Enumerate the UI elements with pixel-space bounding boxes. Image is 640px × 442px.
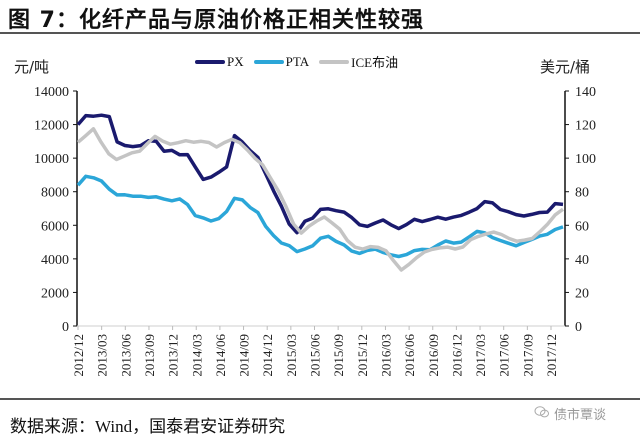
left-y-tick-label: 14000 bbox=[34, 85, 69, 100]
legend-label-pta: PTA bbox=[285, 53, 310, 69]
right-y-tick-label: 100 bbox=[575, 152, 596, 167]
left-y-tick-label: 4000 bbox=[41, 253, 69, 268]
x-tick-label: 2013/09 bbox=[142, 334, 157, 377]
legend-item-brent: ICE布油 bbox=[319, 52, 398, 71]
legend-item-px: PX bbox=[195, 54, 244, 70]
chart-title: 图 7：化纤产品与原油价格正相关性较强 bbox=[8, 8, 424, 33]
legend-item-pta: PTA bbox=[253, 53, 310, 70]
right-y-tick-label: 140 bbox=[575, 85, 596, 100]
left-y-tick-label: 0 bbox=[62, 320, 69, 335]
x-tick-label: 2015/09 bbox=[331, 334, 346, 377]
x-tick-label: 2014/09 bbox=[237, 334, 252, 377]
legend-label-brent: ICE布油 bbox=[351, 55, 399, 70]
watermark-text: 债市覃谈 bbox=[554, 408, 607, 423]
watermark: 债市覃谈 bbox=[534, 404, 606, 423]
x-tick-label: 2016/12 bbox=[449, 334, 464, 377]
series-line-pta bbox=[76, 174, 564, 259]
wechat-icon bbox=[534, 405, 550, 423]
chart-legend: PX PTA ICE布油 bbox=[195, 52, 408, 71]
x-tick-label: 2014/12 bbox=[260, 334, 275, 377]
data-source-note: 数据来源：Wind，国泰君安证券研究 bbox=[10, 417, 286, 436]
x-tick-label: 2015/03 bbox=[284, 334, 299, 377]
legend-label-px: PX bbox=[227, 53, 244, 69]
x-tick-label: 2016/03 bbox=[378, 334, 393, 377]
x-tick-label: 2017/12 bbox=[544, 334, 559, 377]
x-tick-label: 2013/06 bbox=[118, 334, 133, 377]
chart-axes: 0 2000 4000 6000 8000 10000 12000 14000 0 20 40 60 8… bbox=[34, 85, 596, 377]
right-y-tick-label: 20 bbox=[575, 286, 589, 301]
legend-swatch-brent bbox=[319, 59, 350, 64]
x-tick-label: 2014/06 bbox=[213, 334, 228, 377]
x-tick-label: 2016/06 bbox=[402, 334, 417, 377]
right-y-tick-label: 40 bbox=[575, 253, 589, 268]
x-tick-label: 2017/03 bbox=[473, 334, 488, 377]
right-y-tick-label: 0 bbox=[575, 320, 582, 335]
top-divider bbox=[0, 32, 640, 34]
right-axis-unit: 美元/桶 bbox=[540, 58, 591, 76]
x-tick-label: 2017/06 bbox=[497, 334, 512, 377]
x-tick-label: 2017/09 bbox=[520, 334, 535, 377]
x-tick-label: 2013/03 bbox=[95, 334, 110, 377]
chart-lines bbox=[76, 113, 565, 272]
left-y-tick-label: 12000 bbox=[34, 119, 69, 134]
x-tick-label: 2015/12 bbox=[355, 334, 370, 377]
right-y-tick-label: 120 bbox=[575, 119, 596, 134]
legend-swatch-pta bbox=[253, 59, 284, 64]
right-y-tick-label: 80 bbox=[575, 186, 589, 201]
x-tick-label: 2014/03 bbox=[189, 334, 204, 377]
left-y-tick-label: 8000 bbox=[41, 186, 69, 201]
bottom-divider bbox=[0, 398, 640, 400]
series-line-px bbox=[76, 113, 564, 235]
left-y-tick-label: 10000 bbox=[34, 152, 69, 167]
x-tick-label: 2013/12 bbox=[166, 334, 181, 377]
series-line-brent bbox=[76, 127, 565, 272]
left-y-tick-label: 2000 bbox=[41, 286, 69, 301]
right-y-tick-label: 60 bbox=[575, 219, 589, 234]
x-tick-label: 2015/06 bbox=[308, 334, 323, 377]
x-tick-label: 2012/12 bbox=[71, 334, 86, 377]
left-axis-unit: 元/吨 bbox=[14, 58, 50, 76]
left-y-tick-label: 6000 bbox=[41, 219, 69, 234]
x-tick-label: 2016/09 bbox=[426, 334, 441, 377]
legend-swatch-px bbox=[195, 59, 225, 64]
